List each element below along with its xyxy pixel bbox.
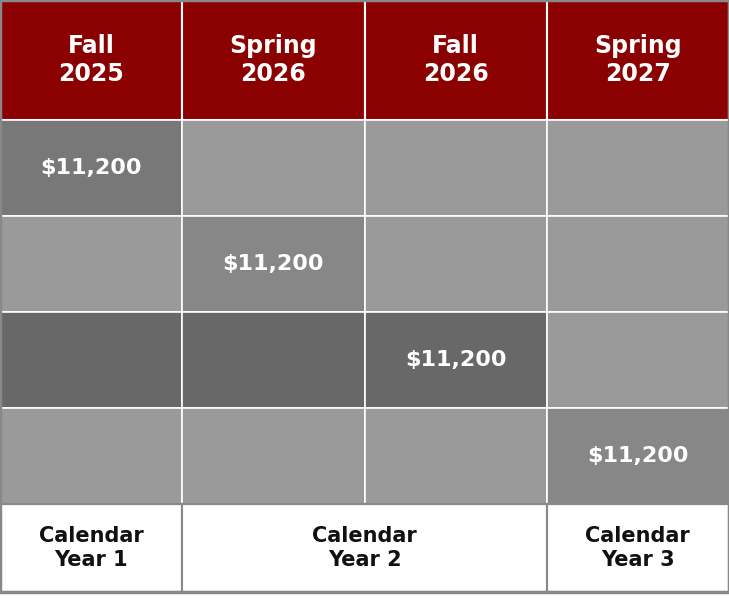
Bar xyxy=(182,408,364,504)
Bar xyxy=(0,0,182,120)
Text: $11,200: $11,200 xyxy=(222,254,324,274)
Bar xyxy=(0,120,182,216)
Bar xyxy=(547,504,729,592)
Bar xyxy=(182,120,364,216)
Text: Calendar
Year 1: Calendar Year 1 xyxy=(39,527,144,569)
Bar xyxy=(182,312,364,408)
Bar xyxy=(364,216,547,312)
Bar xyxy=(182,216,364,312)
Bar xyxy=(547,120,729,216)
Text: $11,200: $11,200 xyxy=(405,350,507,370)
Bar xyxy=(547,312,729,408)
Bar xyxy=(547,0,729,120)
Bar xyxy=(0,312,182,408)
Text: Fall
2026: Fall 2026 xyxy=(423,34,488,86)
Bar xyxy=(0,408,182,504)
Bar xyxy=(547,216,729,312)
Text: $11,200: $11,200 xyxy=(40,158,142,178)
Text: Calendar
Year 2: Calendar Year 2 xyxy=(312,527,417,569)
Text: Spring
2027: Spring 2027 xyxy=(594,34,682,86)
Bar xyxy=(364,408,547,504)
Bar xyxy=(364,120,547,216)
Text: Fall
2025: Fall 2025 xyxy=(58,34,124,86)
Text: Calendar
Year 3: Calendar Year 3 xyxy=(585,527,690,569)
Bar xyxy=(182,504,547,592)
Bar xyxy=(364,0,547,120)
Bar xyxy=(182,0,364,120)
Bar xyxy=(0,504,182,592)
Text: $11,200: $11,200 xyxy=(587,446,689,466)
Bar xyxy=(0,216,182,312)
Bar xyxy=(547,408,729,504)
Text: Spring
2026: Spring 2026 xyxy=(230,34,317,86)
Bar xyxy=(364,312,547,408)
